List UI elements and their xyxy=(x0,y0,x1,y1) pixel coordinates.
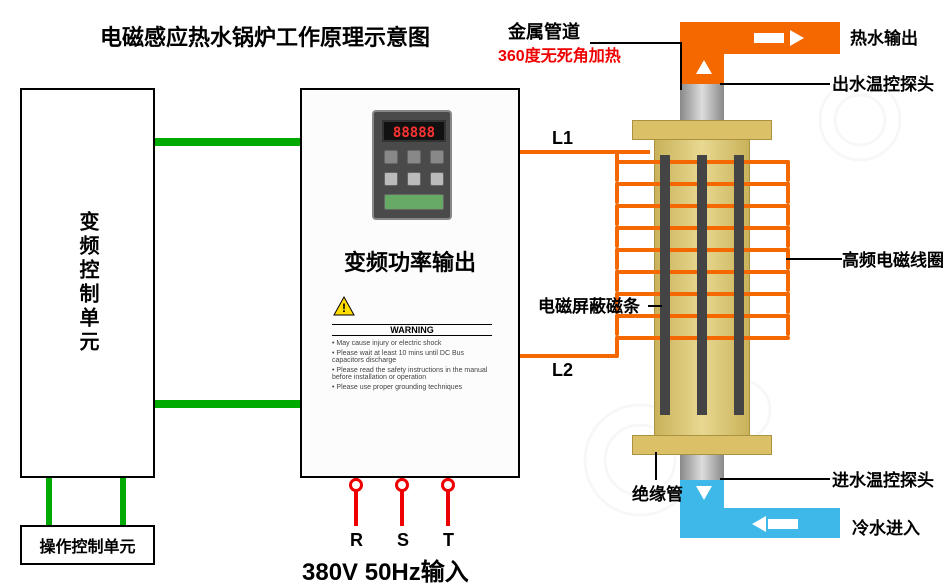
heating-label: 360度无死角加热 xyxy=(498,42,621,66)
opcu-label: 操作控制单元 xyxy=(39,533,135,557)
out-probe-label: 出水温控探头 xyxy=(832,70,934,95)
l1-label: L1 xyxy=(552,128,573,149)
shield-leader xyxy=(648,305,662,307)
green-line-top xyxy=(155,138,300,146)
flange-top xyxy=(632,120,772,140)
insul-label: 绝缘管 xyxy=(632,480,683,505)
hot-arrow-1 xyxy=(790,30,804,46)
l2-line xyxy=(520,354,618,358)
inverter-label: 变频功率输出 xyxy=(302,245,518,277)
warn-line-1: • Please wait at least 10 mins until DC … xyxy=(332,350,492,364)
in-probe-label: 进水温控探头 xyxy=(832,466,934,491)
shield-3 xyxy=(734,155,744,415)
s-label: S xyxy=(397,530,409,551)
l1-line xyxy=(520,150,650,154)
cold-arrow-2 xyxy=(696,486,712,500)
warn-line-3: • Please use proper grounding techniques xyxy=(332,384,492,391)
lcd-screen: 88888 xyxy=(382,120,446,142)
coil-out xyxy=(615,336,619,358)
green-line-bot xyxy=(155,400,300,408)
input-label: 380V 50Hz输入 xyxy=(302,552,469,587)
out-probe-leader xyxy=(720,83,830,85)
warning-block: ! WARNING • May cause injury or electric… xyxy=(332,295,492,391)
insul-leader xyxy=(655,452,657,480)
coil-right xyxy=(786,270,790,292)
coil-right xyxy=(786,226,790,248)
btn-2 xyxy=(407,150,421,164)
btn-knob xyxy=(384,194,444,210)
warning-title: WARNING xyxy=(332,324,492,336)
coil-left xyxy=(615,226,619,248)
coil-in xyxy=(615,150,619,164)
shield-label: 电磁屏蔽磁条 xyxy=(538,292,640,317)
hot-arrow-stem xyxy=(754,33,784,43)
btn-3 xyxy=(430,150,444,164)
coil-label: 高频电磁线圈 xyxy=(842,246,944,271)
warn-line-2: • Please read the safety instructions in… xyxy=(332,367,492,381)
vfcu-box: 变频控制单元 xyxy=(20,88,155,478)
btn-4 xyxy=(384,172,398,186)
shield-1 xyxy=(660,155,670,415)
inverter-display: 88888 xyxy=(372,110,452,220)
cold-arrow-1 xyxy=(752,516,766,532)
coil-leader xyxy=(786,258,842,260)
coil-left xyxy=(615,204,619,226)
shield-2 xyxy=(697,155,707,415)
hot-out-label: 热水输出 xyxy=(850,24,918,49)
cold-in-label: 冷水进入 xyxy=(852,514,920,539)
svg-text:!: ! xyxy=(342,301,346,315)
hot-arrow-2 xyxy=(696,60,712,74)
cold-arrow-stem xyxy=(768,519,798,529)
opcu-box: 操作控制单元 xyxy=(20,525,155,565)
btn-5 xyxy=(407,172,421,186)
coil-right xyxy=(786,182,790,204)
metal-pipe-bot xyxy=(680,455,724,483)
coil-right xyxy=(786,160,790,182)
diagram-title: 电磁感应热水锅炉工作原理示意图 xyxy=(100,20,430,52)
r-label: R xyxy=(350,530,363,551)
coil-right xyxy=(786,204,790,226)
pipe-label: 金属管道 xyxy=(508,18,580,44)
coil-right xyxy=(786,292,790,314)
coil-left xyxy=(615,182,619,204)
t-label: T xyxy=(443,530,454,551)
green-line-v2 xyxy=(120,478,126,525)
metal-pipe-top xyxy=(680,82,724,122)
l2-label: L2 xyxy=(552,360,573,381)
inverter-box: 88888 变频功率输出 ! WARNING • May cause injur… xyxy=(300,88,520,478)
coil-left xyxy=(615,270,619,292)
in-probe-leader xyxy=(720,478,830,480)
btn-1 xyxy=(384,150,398,164)
vfcu-label: 变频控制单元 xyxy=(73,211,102,355)
green-line-v1 xyxy=(46,478,52,525)
coil-right xyxy=(786,314,790,336)
coil-left xyxy=(615,314,619,336)
pipe-leader-v xyxy=(680,42,682,90)
t-terminal xyxy=(441,478,455,492)
s-terminal xyxy=(395,478,409,492)
coil-left xyxy=(615,248,619,270)
warn-line-0: • May cause injury or electric shock xyxy=(332,340,492,347)
flange-bot xyxy=(632,435,772,455)
r-terminal xyxy=(349,478,363,492)
btn-6 xyxy=(430,172,444,186)
warning-icon: ! xyxy=(332,295,356,317)
